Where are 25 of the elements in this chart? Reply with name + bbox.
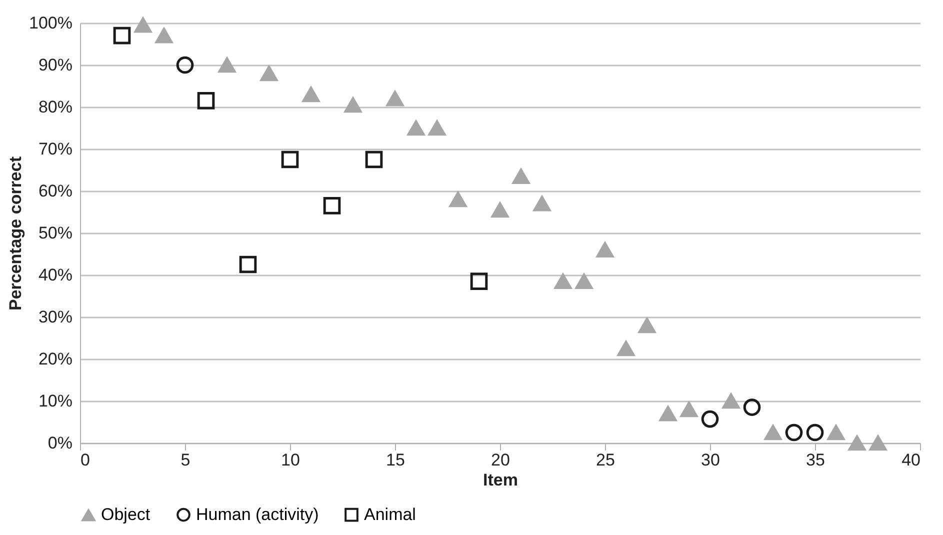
x-axis-title: Item bbox=[483, 470, 518, 490]
y-tick-label: 60% bbox=[38, 182, 72, 200]
legend-label: Object bbox=[101, 505, 150, 524]
x-tick-label: 15 bbox=[386, 450, 405, 470]
y-axis-title: Percentage correct bbox=[6, 156, 26, 311]
y-tick-label: 90% bbox=[38, 56, 72, 74]
x-tick-label: 25 bbox=[596, 450, 615, 470]
y-tick-label: 40% bbox=[38, 266, 72, 284]
y-tick-label: 50% bbox=[38, 224, 72, 242]
x-tick-label: 5 bbox=[180, 450, 190, 470]
legend-label: Human (activity) bbox=[196, 504, 319, 524]
x-tick-label: 20 bbox=[491, 450, 510, 470]
y-tick-label: 30% bbox=[38, 308, 72, 326]
x-tick-label: 30 bbox=[701, 450, 720, 470]
y-tick-label: 80% bbox=[38, 98, 72, 116]
x-tick-label: 35 bbox=[806, 450, 825, 470]
y-tick-label: 0% bbox=[48, 434, 72, 452]
y-tick-label: 20% bbox=[38, 350, 72, 368]
y-tick-label: 100% bbox=[29, 14, 72, 32]
x-tick-label: 40 bbox=[902, 450, 920, 470]
y-tick-label: 70% bbox=[38, 140, 72, 158]
x-tick-label: 0 bbox=[80, 450, 90, 470]
y-tick-label: 10% bbox=[38, 392, 72, 410]
x-tick-label: 10 bbox=[281, 450, 300, 470]
legend-label: Animal bbox=[364, 504, 416, 524]
